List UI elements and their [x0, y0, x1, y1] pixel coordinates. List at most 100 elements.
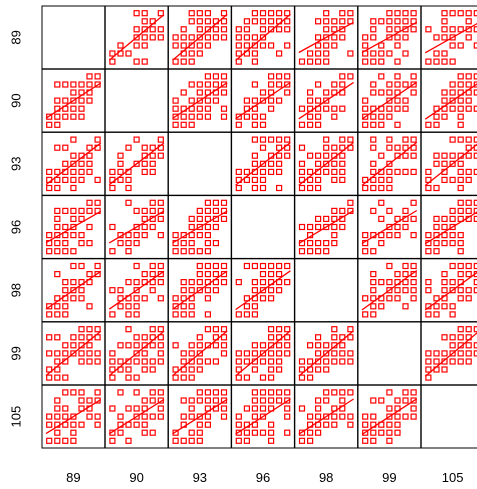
point-marker	[457, 10, 464, 17]
fit-line	[108, 142, 165, 186]
point-marker	[276, 262, 283, 270]
point-marker	[362, 437, 369, 444]
point-marker	[133, 389, 140, 396]
point-marker	[188, 429, 195, 436]
point-marker	[117, 358, 124, 365]
point-marker	[94, 334, 101, 341]
point-marker	[204, 10, 211, 17]
point-marker	[315, 366, 322, 373]
point-marker	[70, 176, 77, 183]
fit-line	[108, 398, 165, 435]
fit-line	[424, 271, 477, 311]
point-marker	[62, 437, 69, 444]
point-marker	[298, 168, 306, 175]
point-marker	[284, 10, 291, 17]
point-marker	[441, 366, 448, 373]
point-marker	[441, 350, 448, 357]
point-marker	[62, 279, 69, 286]
point-marker	[441, 89, 448, 96]
point-marker	[433, 152, 440, 159]
point-marker	[315, 58, 322, 65]
point-marker	[251, 405, 258, 412]
point-marker	[449, 358, 456, 365]
point-marker	[78, 295, 85, 302]
point-marker	[323, 105, 330, 112]
point-marker	[251, 113, 258, 120]
point-marker	[323, 34, 330, 41]
point-marker	[149, 152, 156, 159]
point-marker	[86, 326, 93, 333]
point-marker	[433, 113, 440, 120]
point-marker	[441, 152, 448, 159]
point-marker	[276, 50, 283, 57]
point-marker	[220, 279, 228, 286]
point-marker	[268, 42, 275, 49]
point-marker	[62, 144, 69, 151]
point-marker	[378, 18, 385, 25]
point-marker	[386, 160, 393, 167]
point-marker	[235, 50, 242, 57]
point-marker	[235, 358, 242, 365]
point-marker	[180, 248, 187, 255]
point-marker	[212, 397, 219, 404]
point-marker	[268, 160, 275, 167]
point-marker	[212, 223, 219, 231]
point-marker	[315, 429, 322, 436]
point-marker	[441, 223, 448, 231]
point-marker	[449, 152, 456, 159]
point-marker	[220, 73, 228, 80]
point-marker	[394, 271, 401, 278]
point-marker	[449, 42, 456, 49]
point-marker	[370, 58, 377, 65]
point-marker	[386, 405, 393, 412]
panel-105-vs-89	[41, 384, 106, 449]
point-marker	[465, 342, 472, 349]
point-marker	[196, 287, 203, 294]
point-marker	[276, 397, 283, 404]
point-marker	[259, 136, 267, 143]
point-marker	[394, 97, 401, 104]
point-marker	[235, 279, 242, 286]
point-marker	[141, 34, 148, 41]
point-marker	[410, 152, 417, 159]
point-marker	[331, 160, 338, 167]
point-marker	[251, 176, 258, 183]
point-marker	[378, 113, 385, 120]
point-marker	[117, 168, 124, 175]
point-marker	[157, 350, 164, 357]
point-marker	[410, 89, 417, 96]
point-marker	[125, 326, 132, 333]
point-marker	[70, 223, 77, 231]
point-marker	[298, 223, 306, 231]
point-marker	[259, 271, 267, 278]
point-marker	[425, 121, 432, 128]
point-marker	[378, 215, 385, 222]
point-marker	[62, 413, 69, 420]
point-marker	[196, 397, 203, 404]
point-marker	[54, 215, 61, 222]
point-marker	[465, 262, 472, 270]
point-marker	[196, 97, 203, 104]
point-marker	[339, 413, 346, 420]
point-marker	[62, 113, 69, 120]
point-marker	[70, 113, 77, 120]
point-marker	[259, 429, 267, 436]
point-marker	[251, 279, 258, 286]
point-marker	[386, 176, 393, 183]
point-marker	[149, 326, 156, 333]
point-marker	[259, 34, 267, 41]
point-marker	[370, 429, 377, 436]
point-marker	[347, 350, 354, 357]
point-marker	[465, 199, 472, 206]
point-marker	[251, 262, 258, 270]
point-marker	[276, 160, 283, 167]
point-marker	[46, 303, 53, 310]
point-marker	[54, 121, 61, 128]
point-marker	[307, 176, 314, 183]
point-marker	[133, 279, 140, 286]
point-marker	[204, 240, 211, 247]
point-marker	[276, 152, 283, 159]
point-marker	[109, 358, 116, 365]
point-marker	[402, 303, 409, 310]
point-marker	[188, 10, 195, 17]
